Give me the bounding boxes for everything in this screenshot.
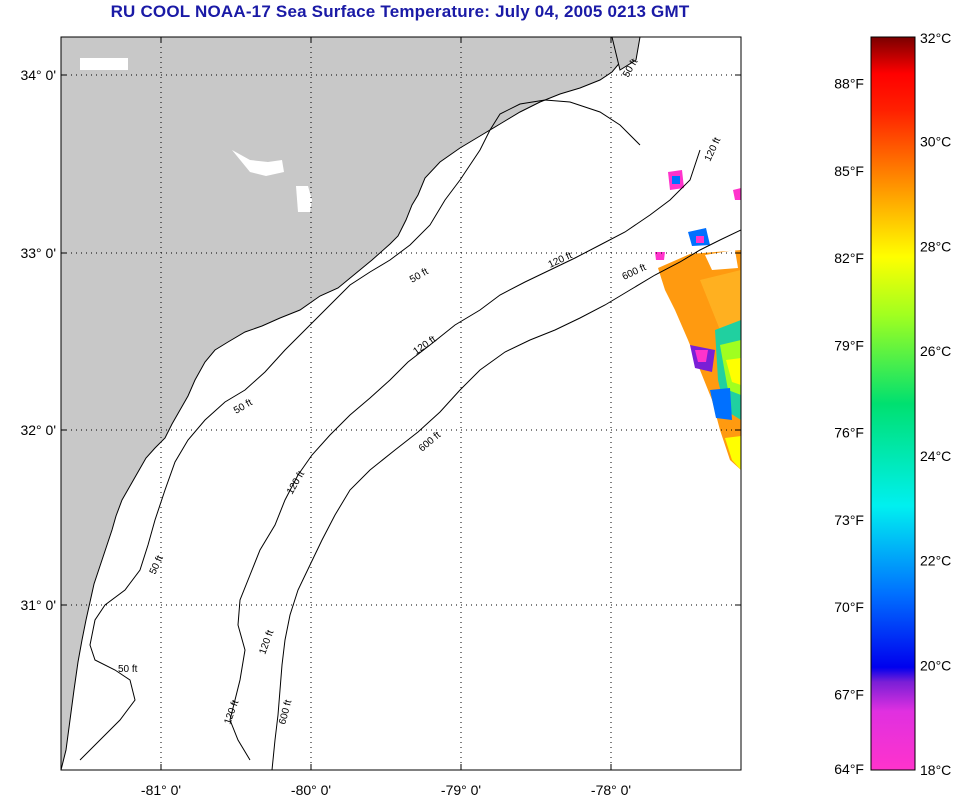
axis-ticks bbox=[61, 37, 741, 770]
colorbar-celsius-label: 18°C bbox=[920, 762, 951, 778]
lat-tick-label: 33° 0' bbox=[20, 245, 56, 261]
isobath-120ft bbox=[229, 149, 701, 761]
lon-tick-label: -80° 0' bbox=[291, 782, 331, 798]
colorbar-celsius-label: 20°C bbox=[920, 657, 951, 673]
colorbar-fahrenheit-label: 64°F bbox=[834, 761, 864, 777]
colorbar-fahrenheit-label: 67°F bbox=[834, 686, 864, 702]
colorbar-fahrenheit-label: 76°F bbox=[834, 425, 864, 441]
lon-tick-label: -81° 0' bbox=[141, 782, 181, 798]
colorbar-fahrenheit-label: 88°F bbox=[834, 76, 864, 92]
isobath-50ft bbox=[79, 99, 641, 761]
cloud-gap bbox=[232, 150, 284, 176]
lon-tick-label: -79° 0' bbox=[441, 782, 481, 798]
colorbar-celsius-label: 32°C bbox=[920, 30, 951, 46]
lat-lon-grid bbox=[61, 37, 741, 770]
colorbar-celsius-label: 28°C bbox=[920, 238, 951, 254]
cloud-gap bbox=[80, 58, 128, 70]
colorbar-fahrenheit-label: 70°F bbox=[834, 599, 864, 615]
colorbar-celsius-label: 24°C bbox=[920, 448, 951, 464]
colorbar-fahrenheit-label: 73°F bbox=[834, 512, 864, 528]
colorbar-fahrenheit-label: 82°F bbox=[834, 250, 864, 266]
colorbar-celsius-label: 26°C bbox=[920, 343, 951, 359]
isobath-600ft bbox=[271, 229, 741, 770]
cloud-gap bbox=[296, 186, 312, 212]
map-frame bbox=[60, 36, 742, 771]
colorbar-fahrenheit-label: 79°F bbox=[834, 337, 864, 353]
lat-tick-label: 31° 0' bbox=[20, 597, 56, 613]
colorbar-celsius-label: 22°C bbox=[920, 553, 951, 569]
colorbar bbox=[870, 36, 916, 771]
lat-tick-label: 34° 0' bbox=[20, 67, 56, 83]
colorbar-fahrenheit-label: 85°F bbox=[834, 163, 864, 179]
lat-tick-label: 32° 0' bbox=[20, 422, 56, 438]
land-mass bbox=[611, 37, 641, 71]
land-mass bbox=[61, 37, 637, 770]
lon-tick-label: -78° 0' bbox=[591, 782, 631, 798]
sst-data-swath bbox=[655, 170, 741, 470]
map-title: RU COOL NOAA-17 Sea Surface Temperature:… bbox=[110, 2, 690, 21]
contour-label: 50 ft bbox=[118, 664, 138, 675]
colorbar-celsius-label: 30°C bbox=[920, 134, 951, 150]
